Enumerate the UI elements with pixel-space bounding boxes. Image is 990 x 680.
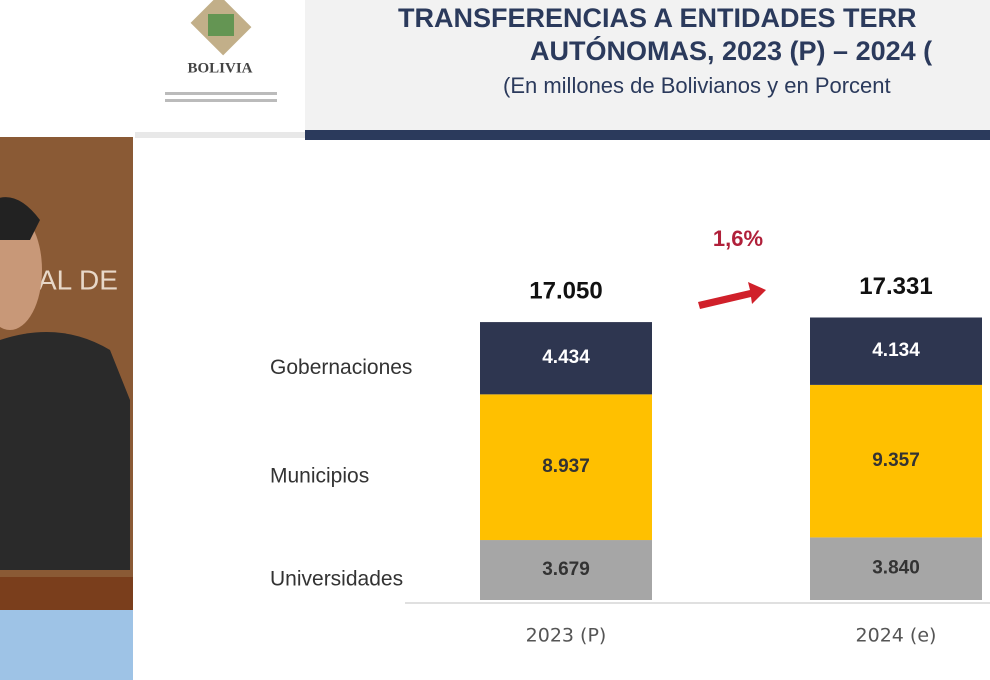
- series-label: Municipios: [270, 465, 369, 488]
- logo-center: [208, 14, 234, 36]
- photo-text: AL DE: [38, 264, 118, 295]
- value-label: 3.679: [542, 559, 590, 580]
- logo-caption: [165, 92, 277, 95]
- speaker-photo: AL DE: [0, 137, 133, 680]
- x-tick-label: 2023 (P): [526, 625, 607, 647]
- logo-text: BOLIVIA: [187, 60, 252, 76]
- growth-annotation: 1,6%: [713, 226, 763, 251]
- value-label: 4.134: [872, 340, 920, 361]
- value-label: 3.840: [872, 558, 920, 579]
- logo-caption: [165, 99, 277, 102]
- chart-title: AUTÓNOMAS, 2023 (P) – 2024 (: [530, 35, 932, 66]
- title-underline: [305, 130, 990, 140]
- bar-segment: [810, 384, 982, 538]
- series-label: Gobernaciones: [270, 356, 412, 379]
- chart-title: TRANSFERENCIAS A ENTIDADES TERR: [398, 3, 917, 33]
- value-label: 8.937: [542, 456, 590, 477]
- photo-floor: [0, 610, 133, 680]
- photo-face: [0, 210, 42, 330]
- total-label: 17.050: [529, 277, 602, 304]
- value-label: 4.434: [542, 347, 590, 368]
- header-line: [135, 132, 305, 138]
- chart-subtitle: (En millones de Bolivianos y en Porcent: [503, 73, 891, 98]
- bar-segment: [810, 317, 982, 385]
- series-label: Universidades: [270, 568, 403, 591]
- total-label: 17.331: [859, 273, 932, 300]
- x-tick-label: 2024 (e): [856, 625, 937, 647]
- bar-segment: [480, 394, 652, 541]
- title-box: [305, 0, 990, 130]
- growth-arrow: [698, 282, 766, 309]
- logo: BOLIVIA: [165, 0, 277, 102]
- photo-jacket: [0, 332, 130, 570]
- bar-segment: [810, 537, 982, 600]
- bar-segment: [480, 322, 652, 395]
- photo-hair: [0, 197, 40, 240]
- photo-podium: [0, 577, 133, 610]
- bar-segment: [480, 540, 652, 600]
- value-label: 9.357: [872, 450, 920, 471]
